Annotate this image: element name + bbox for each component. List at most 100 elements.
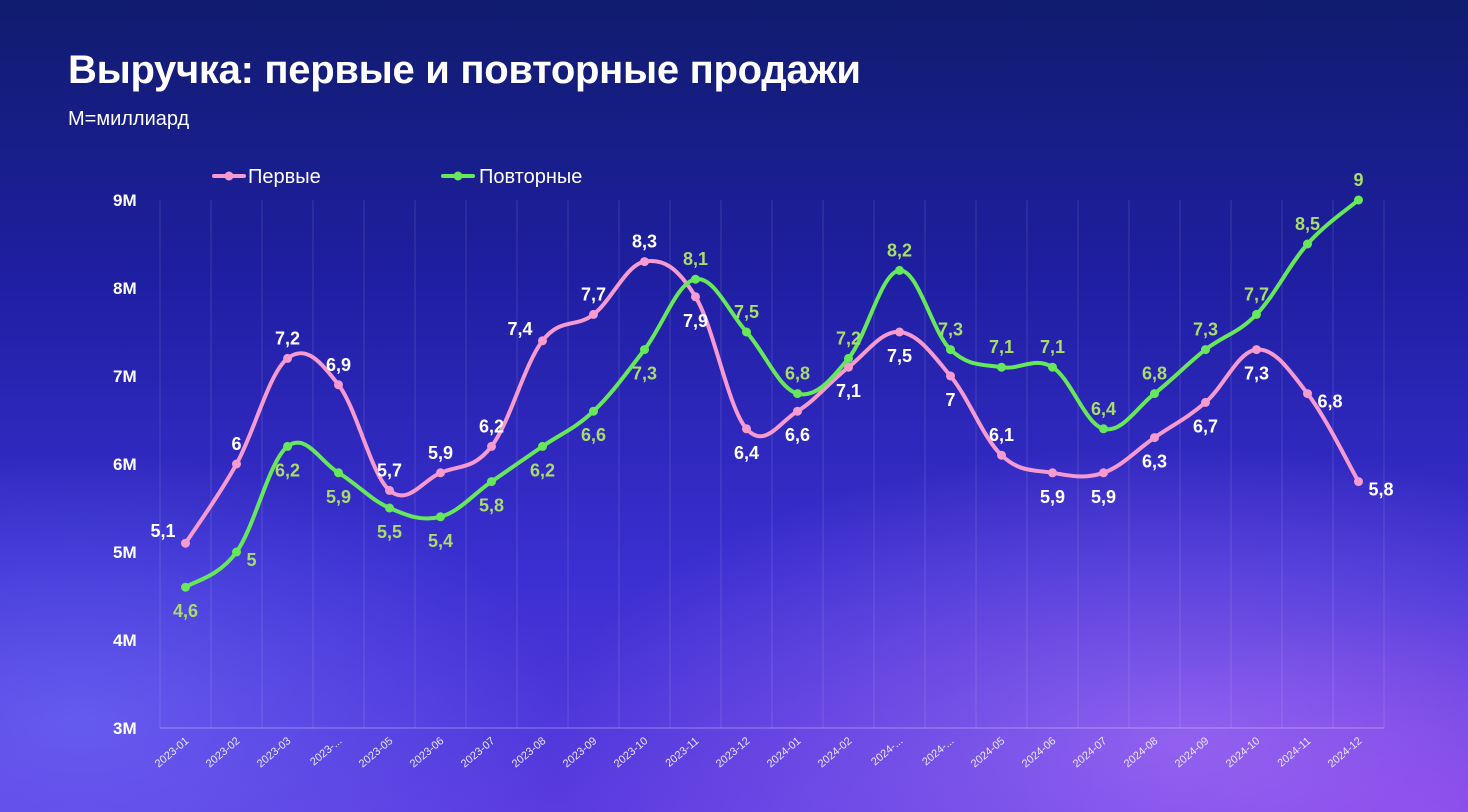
data-label-first: 6,8 — [1318, 392, 1343, 412]
data-label-first: 7,5 — [887, 346, 912, 366]
data-point-repeat[interactable] — [1150, 389, 1159, 399]
data-label-repeat: 5,9 — [326, 487, 351, 507]
data-point-repeat[interactable] — [1354, 195, 1363, 205]
data-point-first[interactable] — [1303, 389, 1312, 399]
data-label-first: 7,3 — [1244, 364, 1269, 384]
data-point-repeat[interactable] — [181, 582, 190, 592]
data-label-repeat: 5,5 — [377, 522, 402, 542]
data-point-repeat[interactable] — [844, 353, 853, 363]
legend-label-first: Первые — [248, 166, 321, 188]
data-label-first: 8,3 — [632, 232, 657, 252]
data-label-repeat: 8,1 — [683, 249, 708, 269]
data-label-first: 5,1 — [150, 521, 175, 541]
data-point-first[interactable] — [487, 441, 496, 451]
data-label-repeat: 7,7 — [1244, 284, 1269, 304]
x-tick-label: 2024-10 — [1224, 735, 1263, 770]
x-tick-label: 2023-08 — [510, 735, 549, 770]
data-label-repeat: 7,3 — [938, 320, 963, 340]
grid-lines — [159, 200, 1385, 728]
data-label-repeat: 8,5 — [1295, 214, 1320, 234]
data-point-repeat[interactable] — [232, 547, 241, 557]
data-point-repeat[interactable] — [1201, 345, 1210, 355]
data-point-repeat[interactable] — [1252, 309, 1261, 319]
x-tick-label: 2023-12 — [714, 735, 753, 770]
data-point-first[interactable] — [844, 362, 853, 372]
data-label-first: 6 — [231, 434, 241, 454]
data-point-repeat[interactable] — [538, 441, 547, 451]
data-label-first: 7,7 — [581, 284, 606, 304]
data-point-repeat[interactable] — [436, 512, 445, 522]
data-label-first: 7,9 — [683, 311, 708, 331]
data-point-repeat[interactable] — [487, 477, 496, 487]
x-tick-label: 2024-09 — [1173, 735, 1212, 770]
data-point-first[interactable] — [1048, 468, 1057, 478]
data-label-first: 7,4 — [507, 319, 532, 339]
data-point-repeat[interactable] — [1099, 424, 1108, 434]
data-point-first[interactable] — [232, 459, 241, 469]
data-point-first[interactable] — [793, 406, 802, 416]
data-point-first[interactable] — [640, 257, 649, 267]
x-tick-label: 2023-03 — [255, 735, 294, 770]
data-point-repeat[interactable] — [691, 274, 700, 284]
data-point-first[interactable] — [895, 327, 904, 337]
data-point-first[interactable] — [283, 353, 292, 363]
x-tick-label: 2023-09 — [561, 735, 600, 770]
data-point-first[interactable] — [691, 292, 700, 302]
data-point-repeat[interactable] — [1048, 362, 1057, 372]
data-point-repeat[interactable] — [946, 345, 955, 355]
data-label-repeat: 7,1 — [989, 337, 1014, 357]
legend-marker-first — [224, 171, 234, 181]
data-point-first[interactable] — [1201, 397, 1210, 407]
data-point-repeat[interactable] — [640, 345, 649, 355]
y-tick-label: 6M — [113, 455, 137, 474]
data-label-first: 7 — [945, 390, 955, 410]
data-point-first[interactable] — [1252, 345, 1261, 355]
data-point-first[interactable] — [742, 424, 751, 434]
data-label-repeat: 5,4 — [428, 531, 453, 551]
data-label-first: 6,6 — [785, 425, 810, 445]
x-tick-label: 2024-06 — [1020, 735, 1059, 770]
data-point-repeat[interactable] — [997, 362, 1006, 372]
data-point-repeat[interactable] — [589, 406, 598, 416]
data-point-first[interactable] — [436, 468, 445, 478]
data-point-repeat[interactable] — [283, 441, 292, 451]
data-point-first[interactable] — [538, 336, 547, 346]
data-point-first[interactable] — [589, 309, 598, 319]
data-label-first: 6,1 — [989, 425, 1014, 445]
data-point-first[interactable] — [334, 380, 343, 390]
x-tick-label: 2024-12 — [1326, 735, 1365, 770]
data-point-repeat[interactable] — [1303, 239, 1312, 249]
x-tick-label: 2023-11 — [663, 735, 701, 770]
data-point-first[interactable] — [385, 485, 394, 495]
data-point-first[interactable] — [1354, 477, 1363, 487]
data-point-first[interactable] — [946, 371, 955, 381]
data-point-first[interactable] — [997, 450, 1006, 460]
x-tick-label: 2024-05 — [969, 735, 1008, 770]
x-tick-label: 2023-05 — [357, 735, 396, 770]
data-label-repeat: 6,4 — [1091, 399, 1116, 419]
legend-item-repeat[interactable]: Повторные — [441, 166, 582, 188]
legend-label-repeat: Повторные — [479, 166, 582, 188]
data-point-repeat[interactable] — [385, 503, 394, 513]
data-point-repeat[interactable] — [742, 327, 751, 337]
x-tick-label: 2023-10 — [612, 735, 651, 770]
y-tick-label: 4M — [113, 631, 137, 650]
data-label-first: 5,9 — [428, 443, 453, 463]
y-tick-label: 8M — [113, 279, 137, 298]
legend-item-first[interactable]: Первые — [212, 166, 321, 188]
data-label-first: 5,9 — [1040, 487, 1065, 507]
data-point-first[interactable] — [1099, 468, 1108, 478]
x-tick-label: 2024-... — [869, 735, 905, 768]
data-point-first[interactable] — [181, 538, 190, 548]
data-label-first: 6,4 — [734, 443, 759, 463]
data-point-repeat[interactable] — [793, 389, 802, 399]
data-label-repeat: 7,2 — [836, 328, 861, 348]
data-label-repeat: 7,3 — [1193, 320, 1218, 340]
data-point-repeat[interactable] — [895, 265, 904, 275]
series-repeat — [181, 195, 1363, 592]
data-point-first[interactable] — [1150, 433, 1159, 443]
x-tick-label: 2023-07 — [459, 735, 498, 770]
data-point-repeat[interactable] — [334, 468, 343, 478]
data-label-first: 6,2 — [479, 416, 504, 436]
